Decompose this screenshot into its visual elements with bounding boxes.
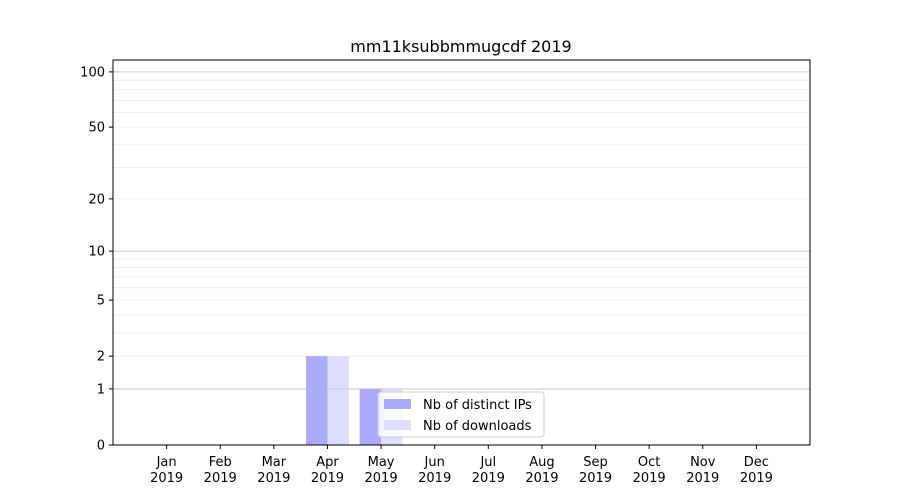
x-tick-label: 2019 — [740, 471, 773, 486]
y-axis: 0 1 2 5 10 20 50 100 — [80, 65, 113, 454]
x-tick-label: Sep — [583, 455, 608, 470]
x-tick-label: Nov — [690, 455, 716, 470]
x-tick-label: 2019 — [686, 471, 719, 486]
y-tick-label: 50 — [88, 121, 105, 136]
x-tick-label: 2019 — [257, 471, 290, 486]
bar-downloads — [327, 356, 349, 445]
y-tick-label: 20 — [88, 192, 105, 207]
x-tick-label: Dec — [744, 455, 769, 470]
legend-swatch-ips — [384, 399, 411, 409]
x-tick-label: 2019 — [472, 471, 505, 486]
x-tick-label: 2019 — [525, 471, 558, 486]
y-tick-label: 100 — [80, 65, 105, 80]
y-tick-label: 10 — [88, 245, 105, 260]
y-tick-label: 1 — [97, 382, 105, 397]
x-tick-label: 2019 — [311, 471, 344, 486]
bar-ips — [306, 356, 328, 445]
legend: Nb of distinct IPs Nb of downloads — [377, 391, 545, 438]
legend-swatch-downloads — [384, 420, 411, 430]
plot-frame — [112, 59, 811, 446]
bar-ips — [359, 388, 382, 445]
y-tick-label: 0 — [97, 439, 105, 454]
x-tick-label: 2019 — [633, 471, 666, 486]
legend-label-ips: Nb of distinct IPs — [423, 398, 532, 413]
y-tick-label: 5 — [97, 294, 105, 309]
chart-title: mm11ksubbmmugcdf 2019 — [350, 37, 571, 56]
x-tick-label: May — [368, 455, 395, 470]
legend-label-downloads: Nb of downloads — [423, 419, 532, 434]
x-axis: Jan2019Feb2019Mar2019Apr2019May2019Jun20… — [150, 445, 773, 486]
grid — [113, 71, 810, 390]
x-tick-label: 2019 — [204, 471, 237, 486]
x-tick-label: Jun — [424, 455, 445, 470]
x-tick-label: Oct — [638, 455, 660, 470]
x-tick-label: 2019 — [150, 471, 183, 486]
x-tick-label: 2019 — [579, 471, 612, 486]
x-tick-label: Feb — [209, 455, 232, 470]
x-tick-label: Aug — [529, 455, 554, 470]
x-tick-label: 2019 — [418, 471, 451, 486]
x-tick-label: Mar — [262, 455, 287, 470]
y-tick-label: 2 — [97, 350, 105, 365]
x-tick-label: Jul — [479, 455, 496, 470]
x-tick-label: 2019 — [365, 471, 398, 486]
x-tick-label: Apr — [316, 455, 339, 470]
x-tick-label: Jan — [156, 455, 177, 470]
